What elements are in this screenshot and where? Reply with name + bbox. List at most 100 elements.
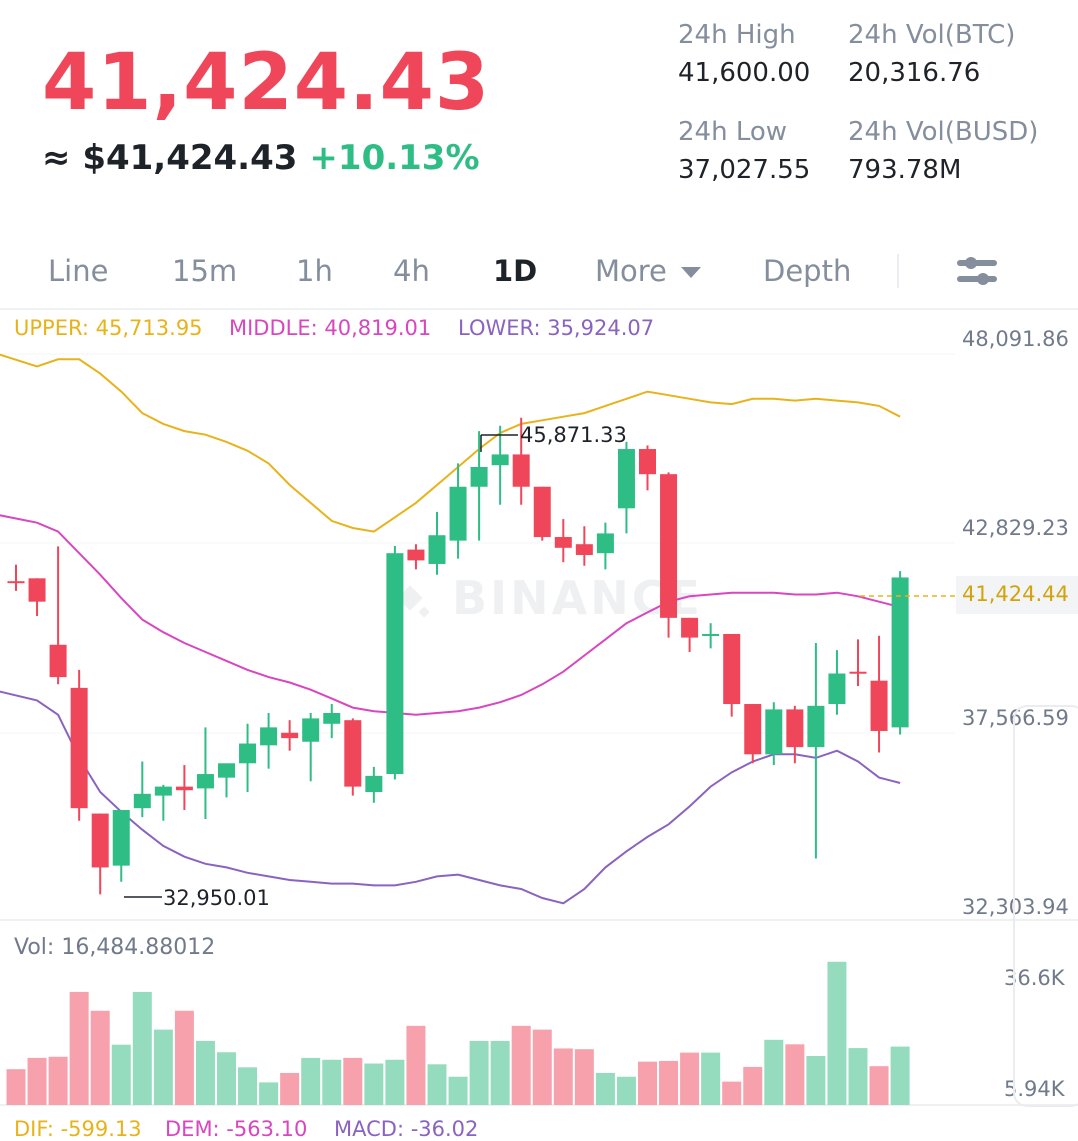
candle	[596, 522, 614, 570]
candle	[870, 635, 888, 753]
tab-15m[interactable]: 15m	[172, 254, 238, 288]
candle	[828, 650, 846, 715]
tab-separator	[897, 254, 899, 288]
candle-body	[281, 732, 299, 739]
candle	[702, 623, 720, 649]
volume-bar	[174, 1010, 194, 1105]
candle-body	[575, 544, 593, 555]
candle-body	[70, 687, 88, 809]
candle-body	[175, 786, 193, 791]
candle	[70, 669, 88, 821]
volume-bar	[132, 991, 152, 1105]
candle	[786, 705, 804, 764]
candle	[154, 784, 172, 821]
candle	[323, 704, 341, 739]
candle-body	[491, 454, 509, 466]
candle	[365, 766, 383, 803]
candle	[239, 723, 257, 793]
volume-bar	[343, 1057, 363, 1105]
candle-body	[533, 486, 551, 538]
candle-body	[365, 775, 383, 793]
candle	[891, 571, 909, 735]
candle	[281, 720, 299, 751]
volume-bar	[553, 1048, 573, 1105]
candle-body	[302, 718, 320, 742]
candle	[407, 544, 425, 570]
volume-bar	[574, 1049, 594, 1105]
volume-bar	[301, 1057, 321, 1105]
volume-bar	[364, 1063, 384, 1105]
watermark: BINANCE	[390, 571, 703, 625]
candle-body	[765, 709, 783, 755]
candle	[260, 713, 278, 769]
candle	[470, 431, 488, 541]
side-scroll-handle[interactable]	[1013, 705, 1078, 1107]
volume-bar	[322, 1059, 342, 1105]
usd-equivalent: ≈ $41,424.43	[42, 138, 298, 178]
stat-low-value: 37,027.55	[678, 155, 811, 185]
candle	[765, 702, 783, 766]
candle	[428, 511, 446, 575]
volume-bar	[869, 1066, 889, 1105]
tab-line[interactable]: Line	[48, 254, 109, 288]
candle-body	[807, 705, 825, 748]
volume-bar	[406, 1025, 426, 1105]
candle	[807, 642, 825, 859]
interval-tabs: Line 15m 1h 4h 1D More Depth	[0, 240, 1078, 310]
candle-body	[849, 671, 867, 674]
candle-body	[617, 449, 635, 509]
price-axis-label: 32,303.94	[962, 895, 1069, 919]
tab-4h[interactable]: 4h	[393, 254, 430, 288]
settings-sliders-icon[interactable]	[955, 252, 999, 290]
volume-bar	[6, 1069, 26, 1105]
volume-bar	[195, 1040, 215, 1105]
candle-body	[112, 809, 130, 866]
candle-body	[196, 774, 214, 789]
candle	[91, 813, 109, 895]
stat-vol-btc-label: 24h Vol(BTC)	[848, 20, 1016, 50]
volume-bar	[595, 1072, 615, 1105]
volume-bar	[90, 1010, 110, 1105]
candle	[491, 425, 509, 505]
volume-bar	[743, 1066, 763, 1105]
stat-high-value: 41,600.00	[678, 58, 811, 88]
tab-more-label: More	[595, 254, 667, 288]
boll-upper-label: UPPER: 45,713.95	[14, 316, 203, 340]
candle-body	[49, 644, 67, 678]
tab-1d[interactable]: 1D	[493, 254, 538, 288]
high-annotation: 45,871.33	[520, 423, 627, 447]
candle-body	[449, 486, 467, 541]
volume-bar	[532, 1029, 552, 1105]
boll-middle-line	[0, 514, 901, 716]
candle	[660, 472, 678, 638]
candle-body	[786, 709, 804, 748]
candle	[639, 445, 656, 491]
volume-bar	[217, 1052, 236, 1105]
volume-label: Vol: 16,484.88012	[14, 935, 216, 960]
volume-bar	[238, 1067, 258, 1105]
volume-bar	[153, 1029, 173, 1105]
stat-vol-busd-label: 24h Vol(BUSD)	[848, 117, 1039, 147]
candle	[175, 765, 193, 810]
volume-bar	[490, 1040, 510, 1105]
tab-1h[interactable]: 1h	[296, 254, 333, 288]
candle	[218, 763, 235, 798]
candle-body	[512, 454, 530, 487]
candle-body	[154, 786, 172, 796]
watermark-text: BINANCE	[452, 571, 703, 625]
volume-bar	[848, 1048, 868, 1105]
last-price-tag: 41,424.44	[956, 576, 1078, 614]
candle	[617, 441, 635, 534]
boll-middle-label: MIDDLE: 40,819.01	[229, 316, 432, 340]
tab-more[interactable]: More	[595, 254, 702, 288]
candle-body	[260, 727, 278, 746]
candle	[7, 564, 25, 591]
candle-body	[596, 533, 614, 554]
stat-high-label: 24h High	[678, 20, 796, 50]
candle-body	[870, 680, 888, 731]
macd-dif-label: DIF: -599.13	[14, 1117, 142, 1141]
boll-lower-label: LOWER: 35,924.07	[458, 316, 655, 340]
tab-depth[interactable]: Depth	[763, 254, 852, 288]
candle	[133, 761, 151, 818]
